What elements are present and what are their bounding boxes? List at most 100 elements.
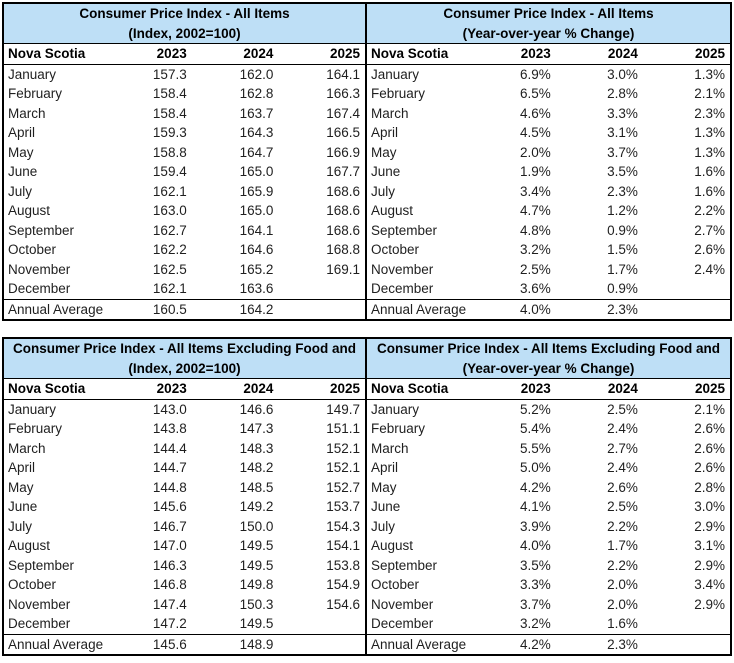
row-label: February bbox=[8, 86, 63, 101]
value-cell: 2.4% bbox=[694, 261, 725, 277]
value-cell bbox=[278, 300, 365, 320]
value-cell: 2.1% bbox=[694, 86, 725, 101]
column-header-row: Nova Scotia 2023 2024 2025 bbox=[4, 44, 365, 65]
value-cell: 1.5% bbox=[607, 242, 638, 257]
table-title: Consumer Price Index - All Items (Index,… bbox=[4, 4, 365, 44]
row-label: January bbox=[371, 66, 420, 82]
month-row: July 146.7 150.0 154.3 bbox=[4, 517, 365, 537]
value-cell: 154.1 bbox=[326, 538, 360, 553]
value-cell: 4.2% bbox=[519, 636, 551, 652]
value-cell: 154.3 bbox=[326, 518, 360, 534]
month-row: November 162.5 165.2 169.1 bbox=[4, 260, 365, 280]
cpi-table-all-items-index: Consumer Price Index - All Items (Index,… bbox=[2, 2, 367, 321]
value-cell: 3.3% bbox=[607, 105, 638, 121]
value-cell: 162.0 bbox=[239, 66, 274, 82]
row-header-label: Nova Scotia bbox=[8, 46, 86, 61]
month-row: September 162.7 164.1 168.6 bbox=[4, 221, 365, 241]
value-cell: 3.5% bbox=[519, 557, 551, 573]
value-cell: 0.9% bbox=[607, 281, 638, 296]
month-row: September 4.8% 0.9% 2.7% bbox=[367, 221, 730, 241]
value-cell: 163.6 bbox=[239, 281, 274, 296]
value-cell: 1.3% bbox=[694, 125, 725, 140]
table-title: Consumer Price Index - All Items (Year-o… bbox=[367, 4, 730, 44]
row-label: April bbox=[371, 460, 399, 475]
value-cell: 165.0 bbox=[239, 203, 274, 218]
row-label: October bbox=[8, 577, 57, 592]
value-cell: 2.4% bbox=[607, 460, 638, 475]
month-row: June 1.9% 3.5% 1.6% bbox=[367, 162, 730, 182]
value-cell: 2.6% bbox=[607, 479, 638, 495]
row-label: July bbox=[371, 183, 396, 199]
month-row: May 2.0% 3.7% 1.3% bbox=[367, 143, 730, 163]
month-row: June 159.4 165.0 167.7 bbox=[4, 162, 365, 182]
column-header-2024: 2024 bbox=[243, 46, 274, 61]
value-cell: 164.6 bbox=[239, 242, 274, 257]
value-cell: 2.6% bbox=[694, 460, 725, 475]
value-cell: 147.2 bbox=[152, 616, 187, 631]
value-cell: 2.9% bbox=[694, 518, 725, 534]
month-row: December 3.6% 0.9% bbox=[367, 279, 730, 299]
month-row: October 146.8 149.8 154.9 bbox=[4, 575, 365, 595]
column-header-row: Nova Scotia 2023 2024 2025 bbox=[4, 379, 365, 400]
value-cell bbox=[643, 279, 730, 299]
row-label: June bbox=[8, 499, 38, 514]
value-cell: 2.2% bbox=[607, 557, 638, 573]
row-label: September bbox=[8, 222, 75, 238]
value-cell: 2.1% bbox=[694, 401, 725, 417]
value-cell: 166.5 bbox=[326, 125, 360, 140]
value-cell: 2.5% bbox=[519, 261, 551, 277]
value-cell: 6.9% bbox=[519, 66, 551, 82]
annual-average-row: Annual Average 160.5 164.2 bbox=[4, 298, 365, 320]
annual-average-row: Annual Average 145.6 148.9 bbox=[4, 633, 365, 655]
value-cell: 4.0% bbox=[519, 538, 551, 553]
value-cell: 148.2 bbox=[239, 460, 274, 475]
value-cell: 168.6 bbox=[326, 183, 360, 199]
row-label: June bbox=[371, 499, 401, 514]
value-cell: 157.3 bbox=[152, 66, 187, 82]
value-cell: 4.2% bbox=[519, 479, 551, 495]
value-cell: 149.2 bbox=[239, 499, 274, 514]
month-row: April 159.3 164.3 166.5 bbox=[4, 123, 365, 143]
value-cell: 146.8 bbox=[152, 577, 187, 592]
month-row: March 158.4 163.7 167.4 bbox=[4, 104, 365, 124]
month-row: April 5.0% 2.4% 2.6% bbox=[367, 458, 730, 478]
value-cell: 5.0% bbox=[519, 460, 551, 475]
cpi-table-ex-food-index: Consumer Price Index - All Items Excludi… bbox=[2, 337, 367, 656]
value-cell: 2.6% bbox=[694, 440, 725, 456]
value-cell: 162.8 bbox=[239, 86, 274, 101]
row-label: January bbox=[8, 66, 57, 82]
row-label: October bbox=[8, 242, 57, 257]
row-label: July bbox=[8, 183, 33, 199]
column-header-row: Nova Scotia 2023 2024 2025 bbox=[367, 379, 730, 400]
table-body: January 5.2% 2.5% 2.1% February 5.4% 2.4% 2.6% M… bbox=[367, 400, 730, 655]
value-cell: 1.9% bbox=[519, 164, 551, 179]
row-label: April bbox=[8, 125, 36, 140]
row-label: January bbox=[8, 401, 57, 417]
value-cell: 2.4% bbox=[607, 421, 638, 436]
value-cell: 1.2% bbox=[607, 203, 638, 218]
value-cell: 4.6% bbox=[519, 105, 551, 121]
value-cell: 165.2 bbox=[239, 261, 274, 277]
month-row: August 163.0 165.0 168.6 bbox=[4, 201, 365, 221]
value-cell: 3.2% bbox=[519, 242, 551, 257]
value-cell: 2.9% bbox=[694, 557, 725, 573]
value-cell: 166.9 bbox=[326, 144, 360, 160]
value-cell: 149.8 bbox=[239, 577, 274, 592]
value-cell: 149.5 bbox=[239, 616, 274, 631]
value-cell: 3.3% bbox=[519, 577, 551, 592]
value-cell: 146.7 bbox=[152, 518, 187, 534]
value-cell: 168.6 bbox=[326, 222, 360, 238]
row-label: July bbox=[371, 518, 396, 534]
row-label: May bbox=[371, 144, 397, 160]
month-row: June 4.1% 2.5% 3.0% bbox=[367, 497, 730, 517]
value-cell: 3.6% bbox=[519, 281, 551, 296]
value-cell: 1.7% bbox=[607, 261, 638, 277]
row-label: September bbox=[371, 557, 438, 573]
value-cell: 3.5% bbox=[607, 164, 638, 179]
table-title-line2: (Year-over-year % Change) bbox=[462, 25, 635, 41]
value-cell: 2.7% bbox=[694, 222, 725, 238]
column-header-2024: 2024 bbox=[243, 381, 274, 396]
column-header-row: Nova Scotia 2023 2024 2025 bbox=[367, 44, 730, 65]
table-title-line2: (Index, 2002=100) bbox=[128, 25, 241, 41]
table-title-line2: (Index, 2002=100) bbox=[128, 360, 241, 376]
